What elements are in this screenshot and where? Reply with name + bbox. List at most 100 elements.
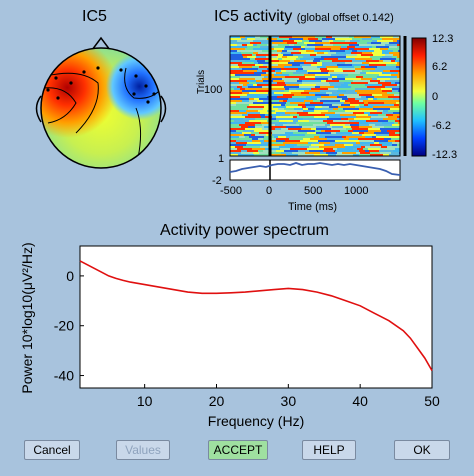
heatmap-cell: [333, 40, 345, 42]
heatmap-cell: [314, 58, 324, 60]
heatmap-cell: [343, 126, 351, 128]
heatmap-cell: [296, 58, 300, 60]
heatmap-cell: [281, 68, 298, 70]
heatmap-cell: [346, 56, 356, 58]
heatmap-cell: [394, 128, 400, 130]
heatmap-cell: [364, 74, 379, 76]
heatmap-cell: [389, 38, 400, 40]
heatmap-cell: [341, 146, 345, 148]
heatmap-cell: [294, 60, 306, 62]
heatmap-cell: [292, 82, 302, 84]
heatmap-cell: [360, 72, 366, 74]
heatmap-cell: [372, 58, 380, 60]
heatmap-cell: [286, 106, 302, 108]
heatmap-cell: [277, 56, 282, 58]
heatmap-cell: [276, 112, 285, 114]
heatmap-cell: [344, 122, 359, 124]
heatmap-cell: [380, 80, 385, 82]
heatmap-cell: [230, 54, 242, 56]
heatmap-cell: [302, 82, 314, 84]
heatmap-cell: [357, 54, 361, 56]
heatmap-cell: [367, 110, 377, 112]
heatmap-cell: [321, 56, 337, 58]
heatmap-cell: [383, 60, 391, 62]
heatmap-cell: [385, 106, 400, 108]
heatmap-cell: [324, 144, 335, 146]
heatmap-cell: [305, 134, 320, 136]
heatmap-cell: [304, 62, 317, 64]
heatmap-cell: [332, 36, 349, 38]
heatmap-cell: [248, 86, 262, 88]
heatmap-cell: [230, 128, 245, 130]
heatmap-cell: [333, 120, 349, 122]
heatmap-cell: [370, 112, 382, 114]
heatmap-cell: [370, 70, 383, 72]
heatmap-cell: [311, 64, 322, 66]
heatmap-cell: [368, 122, 382, 124]
heatmap-cell: [297, 116, 314, 118]
heatmap-cell: [362, 52, 372, 54]
heatmap-cell: [276, 150, 284, 152]
heatmap-cell: [367, 86, 376, 88]
heatmap-cell: [236, 142, 247, 144]
heatmap-cell: [326, 66, 338, 68]
heatmap-cell: [364, 112, 370, 114]
heatmap-cell: [308, 72, 323, 74]
heatmap-cell: [281, 104, 285, 106]
heatmap-cell: [230, 140, 236, 142]
heatmap-cell: [322, 38, 335, 40]
heatmap-cell: [230, 126, 235, 128]
heatmap-cell: [352, 132, 359, 134]
heatmap-cell: [314, 108, 322, 110]
heatmap-cell: [392, 144, 397, 146]
heatmap-cell: [252, 138, 258, 140]
heatmap-cell: [245, 128, 249, 130]
heatmap-cell: [256, 54, 266, 56]
help-button[interactable]: HELP: [302, 440, 356, 460]
heatmap-cell: [299, 84, 316, 86]
heatmap-cell: [373, 54, 385, 56]
heatmap-cell: [276, 140, 285, 142]
heatmap-cell: [330, 74, 343, 76]
heatmap-cell: [388, 116, 397, 118]
heatmap-cell: [320, 104, 332, 106]
heatmap-cell: [241, 138, 252, 140]
heatmap-cell: [257, 44, 267, 46]
heatmap-cell: [382, 38, 389, 40]
accept-button[interactable]: ACCEPT: [208, 440, 268, 460]
heatmap-cell: [293, 54, 310, 56]
heatmap-cell: [304, 74, 315, 76]
heatmap-cell: [305, 152, 320, 154]
heatmap-cell: [346, 114, 356, 116]
heatmap-cell: [298, 68, 303, 70]
spectrum-line: [79, 260, 433, 371]
heatmap-cell: [261, 142, 270, 144]
heatmap-cell: [302, 80, 317, 82]
heatmap-cell: [329, 94, 339, 96]
heatmap-cell: [286, 136, 290, 138]
heatmap-cell: [298, 150, 309, 152]
values-button[interactable]: Values: [116, 440, 170, 460]
heatmap-cell: [389, 134, 400, 136]
heatmap-cell: [230, 60, 239, 62]
heatmap-cell: [289, 90, 304, 92]
cancel-button[interactable]: Cancel: [24, 440, 80, 460]
heatmap-cell: [257, 60, 265, 62]
heatmap-cell: [313, 124, 325, 126]
heatmap-cell: [277, 88, 285, 90]
heatmap-cell: [285, 144, 297, 146]
ok-button[interactable]: OK: [394, 440, 450, 460]
heatmap-cell: [230, 122, 245, 124]
heatmap-cell: [230, 152, 241, 154]
heatmap-cell: [364, 132, 374, 134]
heatmap-cell: [230, 110, 239, 112]
heatmap-cell: [256, 90, 270, 92]
heatmap-cell: [236, 84, 243, 86]
heatmap-cell: [368, 98, 373, 100]
heatmap-cell: [360, 68, 375, 70]
heatmap-cell: [328, 88, 338, 90]
heatmap-cell: [307, 154, 314, 156]
heatmap-cell: [385, 54, 393, 56]
heatmap-cell: [230, 98, 245, 100]
heatmap-cell: [351, 136, 365, 138]
